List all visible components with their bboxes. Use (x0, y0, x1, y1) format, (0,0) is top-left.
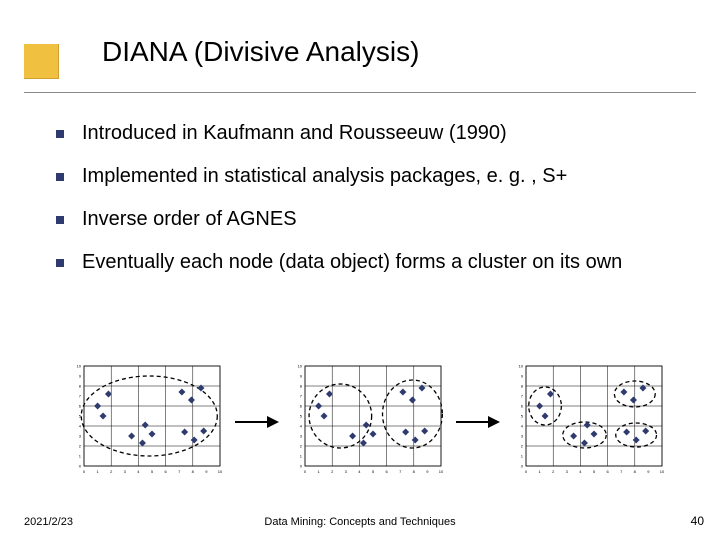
bullet-item: Inverse order of AGNES (56, 206, 676, 233)
svg-text:7: 7 (178, 469, 181, 474)
svg-text:6: 6 (521, 404, 524, 409)
svg-text:4: 4 (300, 424, 303, 429)
bullet-icon (56, 259, 64, 267)
bullet-text: Introduced in Kaufmann and Rousseeuw (19… (82, 120, 676, 147)
bullet-text: Eventually each node (data object) forms… (82, 249, 676, 276)
svg-text:2: 2 (300, 444, 303, 449)
svg-text:6: 6 (300, 404, 303, 409)
svg-text:5: 5 (151, 469, 154, 474)
svg-text:2: 2 (521, 444, 524, 449)
svg-text:5: 5 (300, 414, 303, 419)
svg-text:8: 8 (521, 384, 524, 389)
svg-text:10: 10 (218, 469, 223, 474)
svg-text:4: 4 (521, 424, 524, 429)
bullet-item: Implemented in statistical analysis pack… (56, 163, 676, 190)
bullet-text: Inverse order of AGNES (82, 206, 676, 233)
svg-text:9: 9 (521, 374, 524, 379)
svg-text:0: 0 (521, 464, 524, 469)
svg-text:9: 9 (300, 374, 303, 379)
svg-text:7: 7 (300, 394, 303, 399)
svg-text:7: 7 (79, 394, 82, 399)
svg-text:5: 5 (521, 414, 524, 419)
svg-text:4: 4 (358, 469, 361, 474)
svg-text:0: 0 (304, 469, 307, 474)
svg-text:3: 3 (521, 434, 524, 439)
svg-text:1: 1 (79, 454, 82, 459)
svg-text:7: 7 (620, 469, 623, 474)
svg-text:10: 10 (519, 364, 524, 369)
arrow-icon (233, 413, 279, 431)
svg-text:7: 7 (521, 394, 524, 399)
cluster-panel-0: 012345678910012345678910 (66, 362, 224, 482)
slide-title: DIANA (Divisive Analysis) (102, 36, 419, 68)
svg-text:4: 4 (137, 469, 140, 474)
svg-text:9: 9 (79, 374, 82, 379)
svg-text:10: 10 (77, 364, 82, 369)
svg-text:3: 3 (345, 469, 348, 474)
svg-text:2: 2 (110, 469, 113, 474)
footer-center: Data Mining: Concepts and Techniques (0, 516, 720, 528)
svg-text:8: 8 (413, 469, 416, 474)
svg-text:0: 0 (525, 469, 528, 474)
bullet-icon (56, 130, 64, 138)
svg-text:10: 10 (660, 469, 665, 474)
svg-text:0: 0 (83, 469, 86, 474)
svg-text:8: 8 (192, 469, 195, 474)
svg-text:3: 3 (79, 434, 82, 439)
svg-text:0: 0 (79, 464, 82, 469)
bullet-list: Introduced in Kaufmann and Rousseeuw (19… (56, 120, 676, 292)
svg-text:7: 7 (399, 469, 402, 474)
svg-text:6: 6 (606, 469, 609, 474)
cluster-panel-1: 0 1 2 3 4 5 6 7 8 9 10 0 1 2 3 4 5 6 7 8 9 10 (287, 362, 445, 482)
svg-text:9: 9 (426, 469, 429, 474)
svg-text:3: 3 (124, 469, 127, 474)
footer-page: 40 (691, 514, 704, 528)
svg-text:4: 4 (79, 424, 82, 429)
svg-text:2: 2 (79, 444, 82, 449)
svg-text:8: 8 (300, 384, 303, 389)
bullet-item: Introduced in Kaufmann and Rousseeuw (19… (56, 120, 676, 147)
svg-text:6: 6 (385, 469, 388, 474)
bullet-text: Implemented in statistical analysis pack… (82, 163, 676, 190)
svg-text:10: 10 (439, 469, 444, 474)
svg-text:5: 5 (593, 469, 596, 474)
accent-box (24, 44, 59, 79)
svg-text:2: 2 (552, 469, 555, 474)
svg-text:5: 5 (372, 469, 375, 474)
svg-text:1: 1 (317, 469, 320, 474)
figure-row: 012345678910012345678910 012345678910012… (66, 362, 666, 482)
svg-text:4: 4 (579, 469, 582, 474)
svg-text:2: 2 (331, 469, 334, 474)
arrow-icon (454, 413, 500, 431)
svg-text:1: 1 (538, 469, 541, 474)
slide: DIANA (Divisive Analysis) Introduced in … (0, 0, 720, 540)
svg-text:6: 6 (79, 404, 82, 409)
svg-text:9: 9 (647, 469, 650, 474)
bullet-item: Eventually each node (data object) forms… (56, 249, 676, 276)
bullet-icon (56, 173, 64, 181)
svg-text:8: 8 (634, 469, 637, 474)
svg-text:6: 6 (164, 469, 167, 474)
svg-text:3: 3 (566, 469, 569, 474)
svg-text:8: 8 (79, 384, 82, 389)
svg-text:9: 9 (205, 469, 208, 474)
cluster-panel-2: 0 1 2 3 4 5 6 7 8 9 10 0 1 2 3 4 5 6 7 8 9 10 (508, 362, 666, 482)
svg-text:10: 10 (298, 364, 303, 369)
title-rule (24, 92, 696, 93)
svg-text:1: 1 (521, 454, 524, 459)
svg-text:1: 1 (96, 469, 99, 474)
svg-text:3: 3 (300, 434, 303, 439)
svg-text:0: 0 (300, 464, 303, 469)
bullet-icon (56, 216, 64, 224)
svg-text:1: 1 (300, 454, 303, 459)
